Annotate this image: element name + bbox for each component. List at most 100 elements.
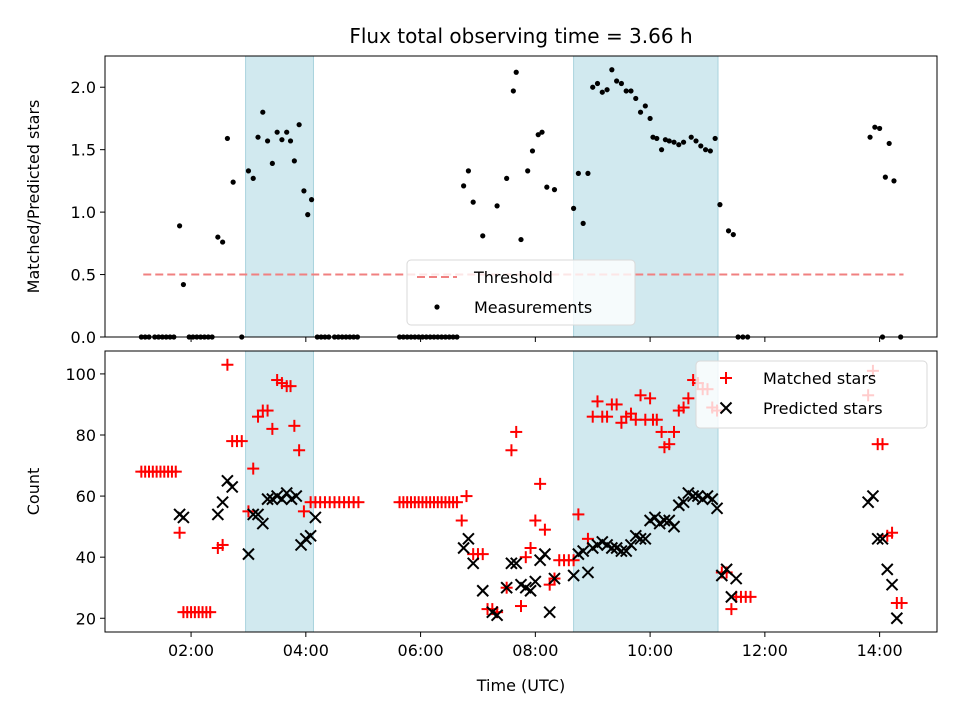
count-axes-frame xyxy=(104,350,938,633)
x-tick-label-0400: 04:00 xyxy=(283,641,329,660)
measurements-point-72 xyxy=(513,69,519,75)
predicted-stars-point-72-b xyxy=(729,572,743,585)
matched-stars-point-29 xyxy=(261,404,274,417)
measurements-point-34 xyxy=(296,122,302,128)
measurements-point-93 xyxy=(633,95,639,102)
predicted-stars-point-9-b xyxy=(256,517,270,530)
matched-stars-point-91 xyxy=(591,395,604,408)
predicted-stars-point-40-b xyxy=(576,544,590,558)
predicted-stars-point-38 xyxy=(567,569,580,582)
predicted-stars-point-71-b xyxy=(725,590,738,604)
predicted-stars-point-1 xyxy=(177,511,190,524)
matched-stars-point-107 xyxy=(663,438,676,451)
ratio-band-1 xyxy=(245,55,314,338)
predicted-stars-point-32-b xyxy=(524,584,537,597)
predicted-stars-point-21 xyxy=(457,541,470,555)
matched-stars-point-65 xyxy=(455,514,468,527)
predicted-stars-point-41-b xyxy=(581,566,595,579)
x-tick-label-0600: 06:00 xyxy=(398,641,444,660)
count-legend-box xyxy=(695,360,928,429)
count-y-tick-label-3: 80 xyxy=(76,426,96,445)
ratio-y-tick-label-2: 1.0 xyxy=(71,203,96,222)
matched-stars-point-80 xyxy=(534,477,547,490)
ratio-legend-box xyxy=(406,259,636,326)
count-y-tick-label-1: 40 xyxy=(76,548,96,567)
predicted-stars-point-32 xyxy=(524,584,537,597)
matched-stars-point-110 xyxy=(677,401,690,414)
matched-stars-point-132 xyxy=(895,596,908,609)
measurements-point-9 xyxy=(176,223,183,229)
predicted-stars-point-46 xyxy=(605,541,619,555)
measurements-point-101 xyxy=(666,138,672,144)
matched-stars-point-25 xyxy=(242,505,255,518)
predicted-stars-point-57-b xyxy=(658,514,671,527)
predicted-stars-point-33-b xyxy=(529,575,542,588)
predicted-stars-point-20-b xyxy=(309,511,322,524)
predicted-stars-point-30-b xyxy=(514,578,528,591)
legend-measurements-label: Measurements xyxy=(474,298,592,317)
predicted-stars-point-78-b xyxy=(885,578,899,591)
measurements-point-110 xyxy=(712,135,718,142)
matched-stars-point-48 xyxy=(352,496,365,509)
matched-stars-point-37 xyxy=(297,505,310,518)
predicted-stars-point-2-b xyxy=(211,508,225,521)
x-tick-label-0800: 08:00 xyxy=(512,641,558,660)
measurements-point-18 xyxy=(215,234,221,240)
measurements-point-83 xyxy=(585,170,591,176)
predicted-stars-point-28-b xyxy=(505,557,518,570)
predicted-stars-point-26-b xyxy=(490,608,504,622)
predicted-stars-point-19-b xyxy=(304,529,317,542)
measurements-point-103 xyxy=(676,142,682,148)
measurements-point-68 xyxy=(480,233,486,239)
matched-stars-point-26 xyxy=(247,462,260,475)
predicted-stars-point-72 xyxy=(729,572,743,585)
matched-stars-point-74 xyxy=(505,444,518,457)
predicted-stars-point-67 xyxy=(706,492,719,506)
predicted-stars-point-59-b xyxy=(667,520,681,533)
matched-stars-point-77 xyxy=(519,551,532,564)
measurements-point-96 xyxy=(647,115,653,122)
measurements-point-109 xyxy=(707,148,713,154)
measurements-point-79 xyxy=(551,187,558,193)
matched-stars-point-18 xyxy=(204,606,217,619)
measurements-point-36 xyxy=(305,212,311,218)
ratio-ticks: 0.0 0.5 1.0 1.5 2.0 xyxy=(71,78,881,347)
measurements-point-94 xyxy=(637,109,644,115)
x-axis-label: Time (UTC) xyxy=(476,676,565,695)
chart-title: Flux total observing time = 3.66 h xyxy=(349,24,692,48)
measurements-point-73 xyxy=(518,236,524,243)
predicted-stars-point-76 xyxy=(876,532,889,546)
measurements-point-71 xyxy=(510,88,516,94)
predicted-stars-point-52 xyxy=(634,532,647,546)
matched-stars-point-102 xyxy=(644,392,657,405)
predicted-stars-point-24 xyxy=(476,584,489,597)
predicted-stars-point-10-b xyxy=(261,492,274,506)
matched-stars-point-76 xyxy=(515,600,527,613)
measurements-point-65 xyxy=(461,183,467,189)
measurements-point-69 xyxy=(494,203,500,209)
measurements-point-25 xyxy=(255,134,261,140)
predicted-stars-point-41 xyxy=(581,566,595,579)
predicted-stars-point-76-b xyxy=(876,532,889,546)
measurements-point-77 xyxy=(539,129,545,135)
measurements-point-91 xyxy=(623,88,629,94)
measurements-point-26 xyxy=(260,109,266,115)
predicted-stars-point-36-b xyxy=(543,605,556,619)
measurements-point-111 xyxy=(717,202,723,208)
predicted-stars-point-5-b xyxy=(225,480,239,494)
predicted-stars-point-66-b xyxy=(701,489,714,503)
matched-stars-point-64 xyxy=(450,496,463,509)
measurements-point-84 xyxy=(590,84,596,90)
predicted-stars-point-67-b xyxy=(706,492,719,506)
measurements-point-90 xyxy=(618,80,625,87)
predicted-stars-point-74 xyxy=(866,489,880,503)
predicted-stars-point-5 xyxy=(225,480,239,494)
predicted-stars-point-22-b xyxy=(462,532,475,546)
measurements-point-95 xyxy=(642,103,648,109)
predicted-stars-point-50 xyxy=(624,538,638,552)
matched-stars-point-104 xyxy=(650,413,663,426)
measurements-point-119 xyxy=(877,125,883,132)
measurements-point-37 xyxy=(308,197,315,203)
predicted-stars-point-26 xyxy=(490,608,504,622)
